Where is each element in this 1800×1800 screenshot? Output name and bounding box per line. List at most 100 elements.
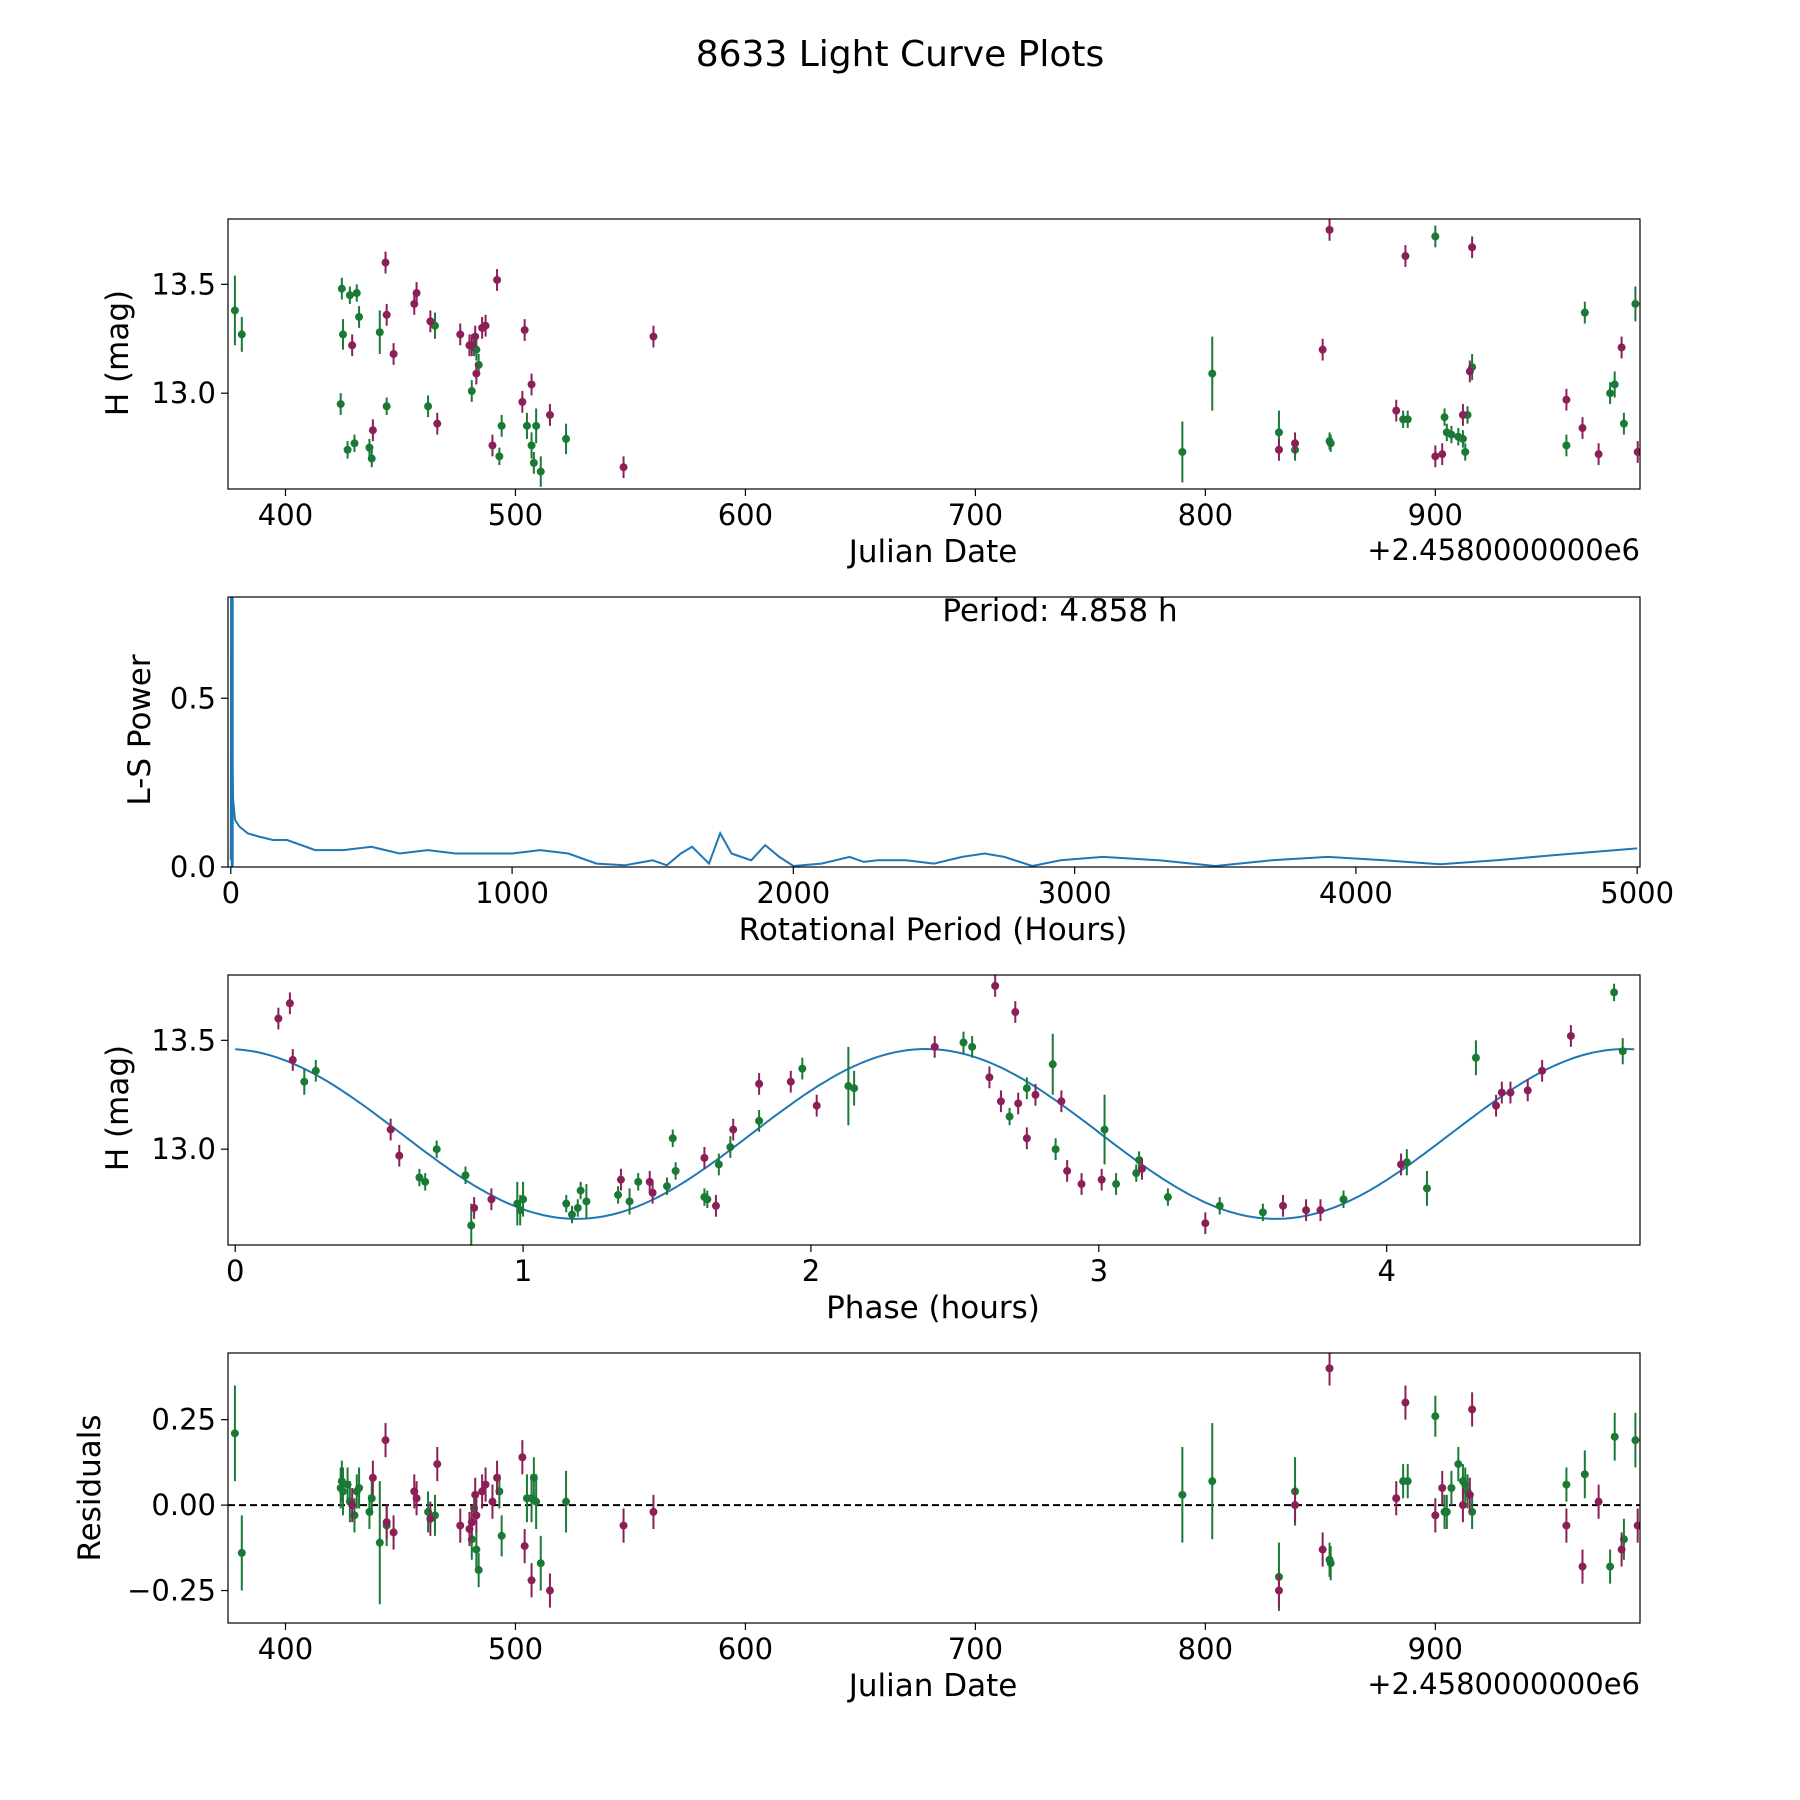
phased-data-point (1063, 1166, 1072, 1175)
phased-axes-frame (227, 974, 1641, 1246)
residuals-data-point (1438, 1484, 1447, 1492)
phased-xtick-label: 0 (226, 1254, 244, 1288)
lightcurve-data (230, 219, 1640, 487)
lightcurve-data-point (433, 419, 442, 428)
phased-data-point (755, 1116, 764, 1125)
lightcurve-data-point (337, 284, 346, 293)
phased-data-point (1422, 1184, 1431, 1193)
residuals-data-point (1178, 1490, 1187, 1499)
periodogram-xtick-label: 2000 (756, 876, 830, 910)
residuals-data-point (1291, 1501, 1300, 1510)
phased-data-point (300, 1077, 309, 1086)
phased-data-point (467, 1221, 476, 1230)
phased-data-point (1339, 1195, 1348, 1204)
phased-data-point (562, 1199, 571, 1208)
phased-data-point (415, 1173, 424, 1182)
residuals-data-point (481, 1480, 490, 1489)
lightcurve-data-point (1208, 369, 1217, 378)
phased-data-point (1497, 1088, 1506, 1097)
residuals-ytick-label: −0.25 (127, 1574, 216, 1608)
residuals-data-point (1431, 1511, 1440, 1520)
residuals-data-point (375, 1538, 384, 1547)
lightcurve-data-point (1468, 243, 1477, 252)
lightcurve-data-point (1447, 430, 1456, 439)
residuals-data-point (368, 1473, 377, 1482)
lightcurve-xtick-label: 600 (718, 498, 773, 532)
phased-data-point (812, 1101, 821, 1110)
lightcurve-data-point (1465, 367, 1474, 376)
lightcurve-data-point (1392, 406, 1401, 415)
residuals-data-point (1274, 1586, 1283, 1595)
residuals-xtick-label: 500 (488, 1632, 543, 1666)
phased-data-point (1011, 1008, 1020, 1017)
residuals-data-point (1606, 1562, 1615, 1571)
phased-data-point (576, 1186, 585, 1195)
lightcurve-data-point (365, 443, 374, 452)
phased-data-point (395, 1151, 404, 1160)
phased-data-point (1506, 1088, 1515, 1097)
lightcurve-data-point (1458, 410, 1467, 419)
lightcurve-offset-text: +2.4580000000e6 (1367, 533, 1640, 567)
lightcurve-ytick-label: 13.0 (151, 376, 216, 410)
residuals-data-point (237, 1548, 246, 1557)
residuals-offset-text: +2.4580000000e6 (1367, 1667, 1640, 1701)
phased-xtick-label: 2 (802, 1254, 820, 1288)
lightcurve-data-point (522, 421, 531, 430)
phased-data-point (1279, 1201, 1288, 1210)
lightcurve-data-point (529, 458, 538, 467)
phased-data-point (1132, 1169, 1141, 1178)
residuals-data-point (1318, 1545, 1327, 1554)
lightcurve-data-point (1274, 445, 1283, 454)
phased-data-point (985, 1073, 994, 1082)
phased-data-point (1258, 1208, 1267, 1217)
residuals-data-point (1594, 1497, 1603, 1506)
phased-data (235, 975, 1635, 1245)
phased-model-curve (235, 1047, 1635, 1220)
lightcurve-data-point (532, 421, 541, 430)
residuals-data-point (1325, 1364, 1334, 1373)
residuals-xtick-label: 900 (1408, 1632, 1463, 1666)
periodogram-ylabel: L-S Power (122, 654, 158, 805)
phased-data-point (1112, 1180, 1121, 1189)
lightcurve-data-point (389, 350, 398, 358)
lightcurve-data-point (545, 410, 554, 419)
lightcurve-data-point (1401, 252, 1410, 261)
phased-data-point (1031, 1090, 1040, 1099)
phased-data-point (1051, 1145, 1060, 1154)
phased-data-point (568, 1210, 577, 1219)
lightcurve-data-point (493, 275, 502, 284)
lightcurve-data-point (382, 402, 391, 411)
phased-data-point (1022, 1084, 1031, 1093)
residuals-data-point (467, 1518, 476, 1527)
residuals-data-point (474, 1566, 483, 1575)
phased-data-point (1566, 1031, 1575, 1040)
lightcurve-data-point (381, 258, 390, 267)
periodogram-plot-area (229, 597, 1638, 867)
lightcurve-data-point (1617, 343, 1626, 352)
lightcurve-plot-area (230, 219, 1640, 487)
phased-ylabel: H (mag) (100, 1045, 136, 1171)
lightcurve-data-point (1403, 415, 1412, 424)
phased-data-point (959, 1038, 968, 1047)
residuals-panel: 400 500 600 700 800 900 −0.25 0.00 0.25 Julian D… (72, 1352, 1641, 1704)
lightcurve-data-point (649, 332, 658, 341)
phased-data-point (1077, 1180, 1086, 1189)
residuals-data-point (433, 1460, 442, 1469)
lightcurve-data-point (1326, 439, 1335, 448)
lightcurve-data-point (495, 452, 504, 461)
phased-data-point (991, 981, 1000, 990)
residuals-data-point (520, 1542, 529, 1551)
lightcurve-data-point (345, 291, 354, 300)
phased-data-point (1097, 1175, 1106, 1184)
phased-data-point (386, 1125, 395, 1134)
residuals-data-point (1578, 1562, 1587, 1571)
residuals-xtick-label: 600 (718, 1632, 773, 1666)
phased-data-point (1163, 1193, 1172, 1202)
residuals-data-point (1326, 1559, 1335, 1568)
phased-xtick-label: 3 (1090, 1254, 1108, 1288)
periodogram-data (229, 597, 1638, 867)
lightcurve-data-point (497, 421, 506, 430)
residuals-data-point (619, 1521, 628, 1530)
lightcurve-data-point (467, 341, 476, 350)
phased-data-point (1610, 988, 1619, 997)
